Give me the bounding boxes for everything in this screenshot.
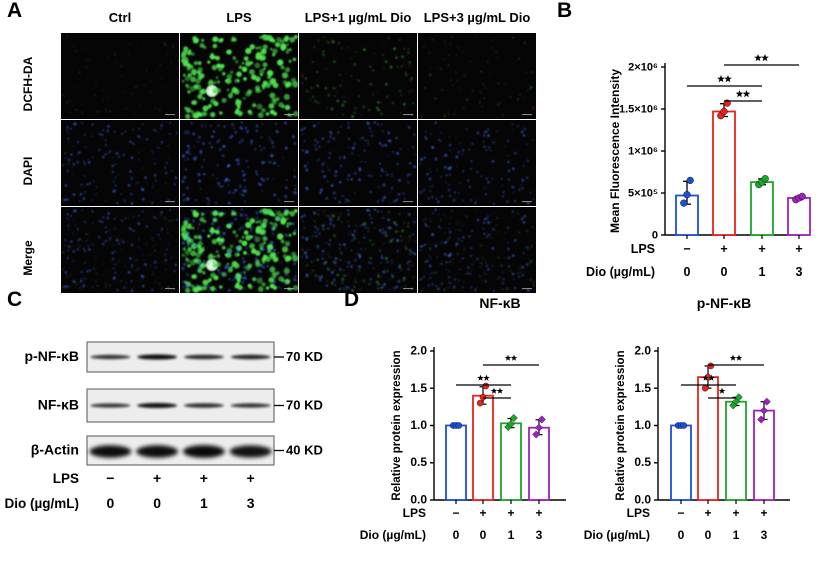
svg-text:+: + [200, 470, 208, 486]
svg-text:+: + [247, 470, 255, 486]
svg-text:0: 0 [684, 265, 691, 279]
svg-text:70 KD: 70 KD [286, 349, 323, 364]
svg-text:3: 3 [247, 495, 255, 511]
svg-text:LPS: LPS [627, 506, 650, 520]
svg-text:1: 1 [733, 528, 740, 542]
svg-text:1: 1 [759, 265, 766, 279]
svg-text:LPS: LPS [631, 242, 655, 256]
svg-text:NF-κB: NF-κB [479, 295, 520, 311]
svg-text:+: + [153, 470, 161, 486]
svg-text:LPS: LPS [53, 471, 79, 486]
svg-text:p-NF-κB: p-NF-κB [697, 295, 751, 311]
svg-text:β-Actin: β-Actin [31, 442, 79, 458]
svg-text:+: + [760, 506, 767, 520]
svg-text:3: 3 [796, 265, 803, 279]
svg-text:p-NF-κB: p-NF-κB [25, 348, 79, 364]
svg-text:0.5: 0.5 [410, 455, 427, 469]
svg-text:0: 0 [153, 495, 161, 511]
svg-text:+: + [758, 242, 765, 256]
svg-text:3: 3 [761, 528, 768, 542]
svg-text:2.0: 2.0 [410, 344, 427, 358]
svg-text:Relative protein expression: Relative protein expression [615, 350, 627, 500]
svg-text:+: + [704, 506, 711, 520]
svg-text:+: + [732, 506, 739, 520]
svg-text:70 KD: 70 KD [286, 398, 323, 413]
svg-text:0: 0 [480, 528, 487, 542]
svg-text:40 KD: 40 KD [286, 443, 323, 458]
svg-text:+: + [535, 506, 542, 520]
svg-text:0: 0 [678, 528, 685, 542]
svg-text:2×10⁶: 2×10⁶ [628, 62, 658, 74]
svg-text:−: − [677, 506, 684, 520]
svg-text:1×10⁶: 1×10⁶ [628, 146, 658, 158]
svg-text:1: 1 [508, 528, 515, 542]
svg-text:+: + [479, 506, 486, 520]
svg-text:0: 0 [453, 528, 460, 542]
svg-text:1.5×10⁶: 1.5×10⁶ [619, 104, 658, 116]
svg-text:Dio (µg/mL): Dio (µg/mL) [360, 528, 426, 542]
svg-text:Dio (µg/mL): Dio (µg/mL) [4, 496, 79, 511]
svg-text:0: 0 [106, 495, 114, 511]
svg-text:1.0: 1.0 [634, 418, 651, 432]
svg-text:1.5: 1.5 [410, 381, 427, 395]
svg-text:−: − [452, 506, 459, 520]
svg-text:5×10⁵: 5×10⁵ [628, 188, 658, 200]
svg-text:0.5: 0.5 [634, 455, 651, 469]
svg-text:Relative protein expression: Relative protein expression [391, 350, 403, 500]
svg-text:2.0: 2.0 [634, 344, 651, 358]
svg-text:+: + [795, 242, 802, 256]
svg-text:0.0: 0.0 [634, 493, 651, 507]
svg-text:−: − [106, 470, 114, 486]
svg-text:−: − [683, 242, 690, 256]
svg-text:3: 3 [536, 528, 543, 542]
svg-text:Dio (µg/mL): Dio (µg/mL) [584, 528, 650, 542]
svg-text:0: 0 [721, 265, 728, 279]
svg-text:LPS: LPS [403, 506, 426, 520]
svg-text:Mean Fluorescence Intensity: Mean Fluorescence Intensity [608, 69, 622, 233]
svg-text:0: 0 [705, 528, 712, 542]
svg-text:+: + [507, 506, 514, 520]
svg-text:+: + [720, 242, 727, 256]
svg-text:1: 1 [200, 495, 208, 511]
svg-text:1.5: 1.5 [634, 381, 651, 395]
svg-text:Dio (µg/mL): Dio (µg/mL) [586, 265, 655, 279]
svg-text:1.0: 1.0 [410, 418, 427, 432]
svg-text:0.0: 0.0 [410, 493, 427, 507]
svg-text:NF-κB: NF-κB [38, 397, 79, 413]
svg-text:0: 0 [652, 230, 658, 242]
